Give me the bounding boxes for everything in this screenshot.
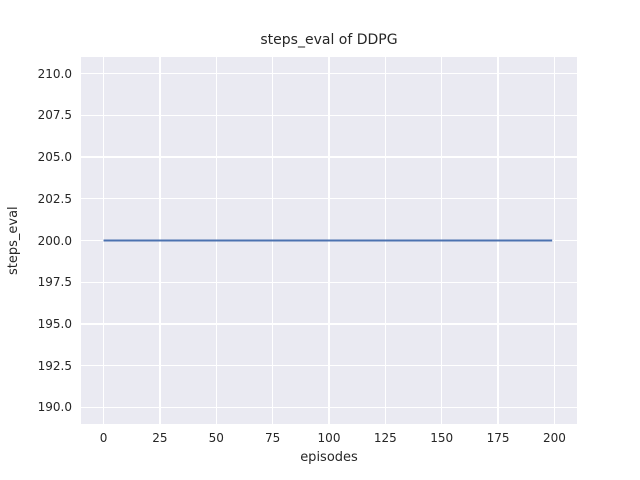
x-tick-label: 150 <box>430 431 454 445</box>
y-tick-label: 210.0 <box>37 66 72 81</box>
gridline-horizontal <box>81 72 577 75</box>
x-tick-label: 175 <box>486 431 510 445</box>
y-tick-label: 197.5 <box>37 275 72 290</box>
x-tick-label: 0 <box>99 431 108 445</box>
gridline-horizontal <box>81 281 577 283</box>
y-tick-label: 200.0 <box>37 233 72 248</box>
x-axis-label: episodes <box>300 450 358 465</box>
x-tick-label: 200 <box>543 431 566 445</box>
gridline-horizontal <box>81 156 577 158</box>
x-tick-label: 75 <box>264 431 281 445</box>
x-tick-label: 125 <box>373 431 397 445</box>
x-tick-label: 50 <box>208 431 224 445</box>
gridline-horizontal <box>81 323 577 325</box>
gridline-horizontal <box>81 406 577 408</box>
y-tick-label: 192.5 <box>37 358 72 373</box>
gridline-horizontal <box>81 364 577 367</box>
chart-title: steps_eval of DDPG <box>260 32 398 48</box>
series-layer <box>103 239 553 242</box>
plot-area <box>81 57 577 424</box>
y-tick-label: 202.5 <box>37 191 72 206</box>
gridline-horizontal <box>81 114 577 117</box>
gridline-horizontal <box>81 198 577 200</box>
y-tick-label: 205.0 <box>37 150 72 165</box>
y-tick-label: 190.0 <box>37 400 72 415</box>
y-tick-label: 195.0 <box>37 316 72 331</box>
y-tick-label: 207.5 <box>37 108 72 123</box>
x-tick-label: 100 <box>317 431 341 445</box>
x-tick-label: 25 <box>152 431 168 445</box>
